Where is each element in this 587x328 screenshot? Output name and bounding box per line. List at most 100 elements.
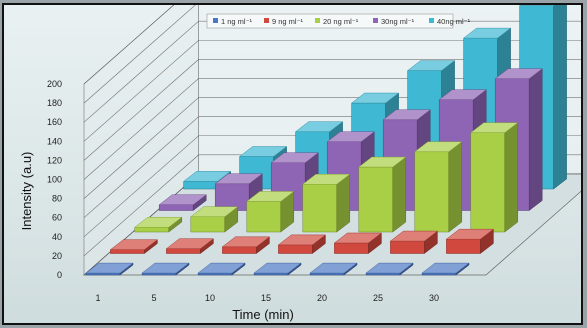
gridline <box>83 5 175 85</box>
bar-top <box>158 194 207 206</box>
bar <box>414 141 463 233</box>
bar-front <box>190 216 226 233</box>
bar-side <box>528 68 543 212</box>
x-tick-label: 1 <box>95 293 100 303</box>
bar <box>445 228 495 255</box>
bar <box>134 216 183 233</box>
bar <box>141 262 190 276</box>
bar-top <box>270 152 319 163</box>
bar-front <box>421 272 457 276</box>
bar-side <box>392 156 407 233</box>
legend-label: 1 ng ml⁻¹ <box>221 17 253 26</box>
legend-label: 9 ng ml⁻¹ <box>272 17 304 26</box>
bar-front <box>141 272 177 276</box>
bar-top <box>414 141 463 153</box>
y-tick-label: 0 <box>57 270 62 280</box>
y-tick-label: 140 <box>47 136 62 146</box>
bar-top <box>326 131 375 142</box>
bar <box>109 239 159 255</box>
bar <box>246 190 295 233</box>
bar <box>158 194 207 212</box>
bar-top <box>445 228 495 240</box>
bar <box>277 234 327 255</box>
bar-top <box>309 262 358 274</box>
bar-side <box>553 5 567 190</box>
y-tick-label: 120 <box>47 155 62 165</box>
bar-front <box>278 244 313 254</box>
bar-top <box>238 146 288 157</box>
bar-front <box>446 238 481 254</box>
bar-front <box>183 181 218 190</box>
bar <box>470 122 519 233</box>
bar-top <box>253 262 302 274</box>
bar-front <box>110 249 145 254</box>
x-tick-label: 5 <box>151 293 156 303</box>
y-tick-label: 200 <box>47 79 62 89</box>
bar-front <box>197 272 233 276</box>
bar-top <box>358 156 407 168</box>
y-tick-label: 80 <box>52 194 62 204</box>
gridline <box>83 5 196 104</box>
bar-top <box>165 238 215 249</box>
y-tick-label: 60 <box>52 213 62 223</box>
bar-top <box>494 68 543 79</box>
bar-front <box>222 246 257 254</box>
bar-top <box>182 171 232 182</box>
bar <box>221 236 271 255</box>
gridline <box>83 20 581 123</box>
bar-front <box>365 272 401 276</box>
legend-swatch <box>315 18 320 23</box>
bar <box>190 206 239 233</box>
bar-top <box>438 89 487 100</box>
bar-front <box>334 242 369 254</box>
bar-front <box>414 151 450 233</box>
bar-top <box>277 234 327 246</box>
x-tick-label: 25 <box>373 293 383 303</box>
bar <box>302 173 351 233</box>
bar-front <box>309 272 345 276</box>
bar-front <box>470 132 506 233</box>
bar-front <box>390 240 425 254</box>
legend-box <box>206 13 454 29</box>
bar-top <box>302 174 351 185</box>
bar-front <box>358 166 394 233</box>
bar-front <box>134 226 170 233</box>
bar <box>197 262 246 276</box>
bar <box>421 262 470 276</box>
y-tick-label: 40 <box>52 232 62 242</box>
legend-swatch <box>429 18 434 23</box>
chart-frame: 0 20 40 60 80 100 120 140 160 180 200 1 5 10 15 20 25 30… <box>2 3 583 325</box>
bar-top <box>294 121 344 132</box>
bar <box>389 230 439 255</box>
x-tick-label: 30 <box>429 293 439 303</box>
legend-label: 40ng ml⁻¹ <box>437 17 471 26</box>
bar <box>365 262 414 276</box>
bar-top <box>421 262 470 274</box>
bar-top <box>197 262 246 274</box>
bar <box>85 262 134 276</box>
bar-front <box>253 272 289 276</box>
bar-top <box>141 262 190 274</box>
bar-top <box>134 216 183 228</box>
bar-top <box>221 236 271 248</box>
bar-top <box>190 206 239 217</box>
bar-front <box>158 204 194 211</box>
x-tick-label: 20 <box>317 293 327 303</box>
bar-top <box>333 232 383 244</box>
x-axis-title: Time (min) <box>232 307 294 322</box>
x-axis-ticks: 1 5 10 15 20 25 30 <box>95 293 439 303</box>
bar <box>165 238 215 255</box>
bar-front <box>246 201 282 233</box>
bar <box>253 262 302 276</box>
bar-side <box>504 122 519 233</box>
y-tick-label: 100 <box>47 175 62 185</box>
bar <box>358 156 407 233</box>
bar-top <box>389 230 439 242</box>
bar-top <box>406 60 456 71</box>
legend: 1 ng ml⁻¹ 9 ng ml⁻¹ 20 ng ml⁻¹ 30ng ml⁻¹ 40n… <box>206 13 471 29</box>
legend-swatch <box>213 18 218 23</box>
bar-top <box>109 239 159 250</box>
bar-top <box>462 27 512 39</box>
y-tick-label: 160 <box>47 117 62 127</box>
y-tick-label: 20 <box>52 251 62 261</box>
